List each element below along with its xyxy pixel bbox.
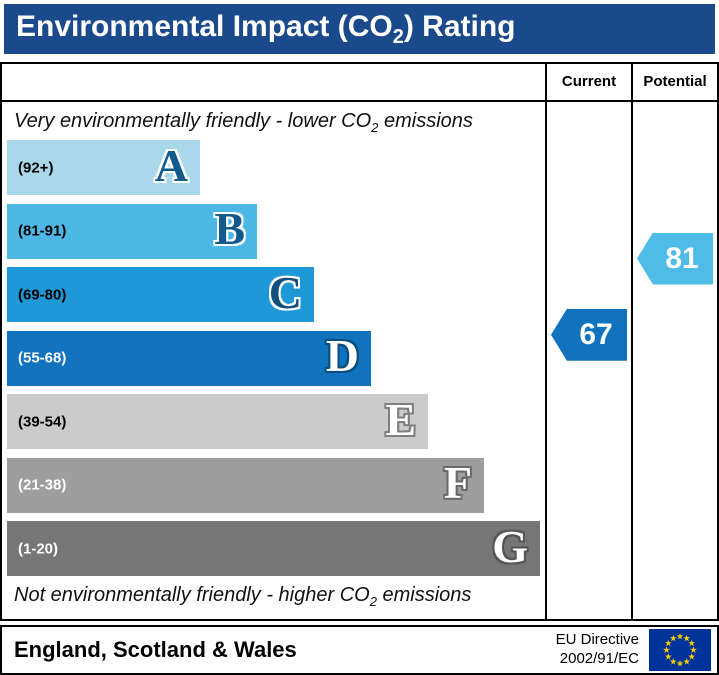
current-column-header: Current <box>561 73 617 90</box>
co2-subscript: 2 <box>392 25 404 48</box>
potential-rating-value: 81 <box>665 241 699 275</box>
potential-rating-pointer: 81 <box>637 232 713 285</box>
band-A: (92+) A <box>7 140 200 195</box>
chart-title: Environmental Impact (CO2) Rating <box>16 9 516 48</box>
current-column-divider <box>545 64 547 619</box>
eu-flag-icon <box>649 629 711 671</box>
band-D: (55-68) D <box>7 330 371 386</box>
band-G: (1-20) G <box>7 521 540 576</box>
bottom-note: Not environmentally friendly - higher CO… <box>14 584 472 609</box>
band-F: (21-38) F <box>7 457 484 513</box>
eu-directive-label: EU Directive 2002/91/EC <box>556 631 639 669</box>
top-note: Very environmentally friendly - lower CO… <box>14 110 473 135</box>
potential-column-header: Potential <box>643 73 707 90</box>
chart-title-bar: Environmental Impact (CO2) Rating <box>4 4 715 54</box>
band-range-label: (21-38) <box>18 476 67 494</box>
band-B: (81-91) B <box>7 203 257 259</box>
band-letter: C <box>268 266 302 318</box>
band-E: (39-54) E <box>7 394 428 449</box>
band-letter: B <box>214 203 245 255</box>
co2-subscript: 2 <box>369 594 377 609</box>
band-letter: D <box>325 330 359 382</box>
chart-area: Current Potential Very environmentally f… <box>0 62 719 621</box>
co2-subscript: 2 <box>371 120 379 135</box>
region-label: England, Scotland & Wales <box>14 637 297 662</box>
eu-directive-line1: EU Directive <box>555 631 639 649</box>
band-C: (69-80) C <box>7 267 314 322</box>
band-range-label: (39-54) <box>18 413 67 430</box>
potential-column-divider <box>631 64 633 619</box>
eu-directive-line2: 2002/91/EC <box>559 650 639 667</box>
column-header-row <box>2 64 717 102</box>
band-range-label: (81-91) <box>18 222 67 240</box>
band-range-label: (69-80) <box>18 286 67 303</box>
band-letter: G <box>492 520 528 572</box>
band-letter: F <box>443 457 472 509</box>
current-rating-pointer: 67 <box>551 308 627 361</box>
footer-bar: England, Scotland & Wales EU Directive 2… <box>0 625 719 675</box>
band-range-label: (92+) <box>18 159 54 176</box>
band-range-label: (1-20) <box>18 540 59 557</box>
band-range-label: (55-68) <box>18 349 67 367</box>
band-letter: A <box>154 139 188 191</box>
band-letter: E <box>385 393 416 445</box>
current-rating-value: 67 <box>579 317 613 351</box>
